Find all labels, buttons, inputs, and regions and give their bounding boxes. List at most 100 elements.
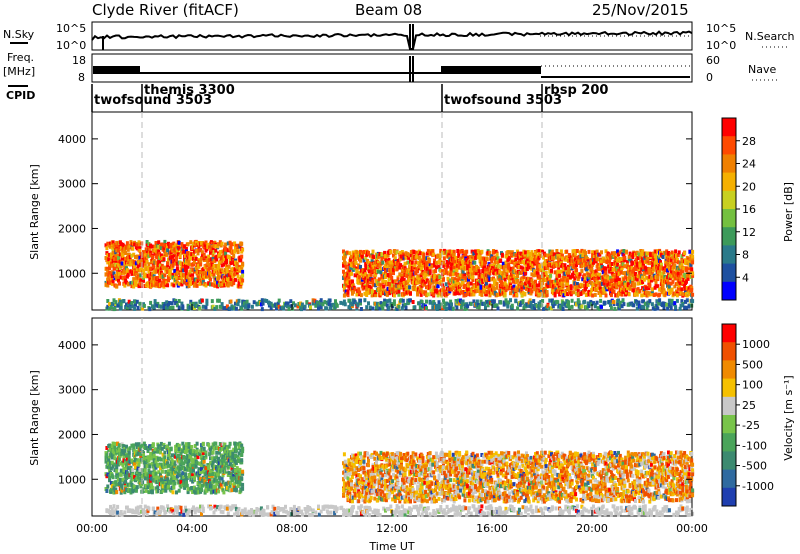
echo-cell	[187, 261, 191, 266]
echo-cell	[634, 299, 638, 304]
echo-cell	[138, 301, 142, 306]
echo-cell	[115, 240, 119, 245]
echo-cell	[553, 284, 557, 289]
echo-cell	[410, 260, 414, 265]
echo-cell	[185, 284, 189, 289]
echo-cell	[622, 253, 626, 258]
echo-cell	[610, 271, 614, 276]
echo-cell	[592, 258, 596, 262]
echo-cell	[116, 448, 120, 453]
echo-cell	[603, 278, 607, 283]
echo-cell	[158, 260, 162, 265]
colorbar-swatch	[722, 209, 736, 228]
echo-cell	[319, 298, 323, 303]
echo-cell	[342, 299, 346, 304]
echo-cell	[566, 281, 570, 286]
echo-cell	[369, 272, 373, 277]
echo-cell	[691, 260, 695, 265]
echo-cell	[222, 251, 226, 256]
echo-cell	[149, 252, 153, 257]
echo-cell	[558, 292, 562, 297]
echo-cell	[456, 278, 460, 283]
echo-cell	[240, 267, 244, 272]
echo-cell	[347, 284, 351, 289]
echo-cell	[107, 456, 111, 461]
echo-cell	[671, 261, 675, 266]
echo-cell	[625, 260, 629, 265]
echo-cell	[580, 264, 584, 269]
echo-cell	[120, 271, 124, 275]
echo-cell	[617, 268, 620, 273]
echo-cell	[633, 274, 637, 279]
echo-cell	[518, 260, 522, 265]
echo-cell	[535, 254, 539, 259]
echo-cell	[547, 280, 551, 285]
echo-cell	[350, 271, 353, 276]
echo-cell	[229, 243, 233, 248]
echo-cell	[590, 281, 594, 286]
echo-cell	[115, 277, 119, 282]
echo-cell	[384, 291, 387, 296]
echo-cell	[574, 251, 578, 256]
echo-cell	[156, 303, 160, 308]
echo-cell	[175, 258, 178, 263]
echo-cell	[121, 463, 125, 468]
echo-cell	[460, 249, 464, 253]
echo-cell	[644, 275, 648, 280]
echo-cell	[594, 283, 598, 288]
echo-cell	[408, 276, 412, 281]
echo-cell	[134, 278, 138, 283]
echo-cell	[104, 243, 108, 248]
echo-cell	[433, 263, 437, 268]
echo-cell	[177, 305, 181, 310]
echo-cell	[423, 259, 427, 263]
echo-cell	[241, 269, 245, 274]
echo-cell	[564, 266, 568, 271]
echo-cell	[180, 301, 184, 306]
echo-cell	[584, 293, 588, 297]
echo-cell	[440, 279, 444, 284]
echo-cell	[233, 241, 237, 246]
echo-cell	[635, 267, 639, 272]
echo-cell	[432, 292, 436, 297]
echo-cell	[181, 264, 185, 269]
echo-cell	[204, 243, 208, 248]
echo-cell	[191, 273, 195, 278]
echo-cell	[127, 455, 131, 460]
echo-cell	[484, 292, 488, 297]
echo-cell	[658, 287, 662, 292]
echo-cell	[237, 264, 241, 269]
echo-cell	[379, 268, 383, 273]
echo-cell	[573, 276, 577, 281]
echo-cell	[512, 289, 516, 294]
echo-cell	[134, 458, 137, 462]
echo-cell	[684, 305, 688, 310]
echo-cell	[234, 306, 238, 311]
echo-cell	[537, 255, 541, 260]
echo-cell	[260, 298, 264, 303]
echo-cell	[123, 265, 127, 270]
echo-cell	[361, 268, 365, 273]
echo-cell	[465, 276, 469, 281]
echo-cell	[123, 275, 127, 280]
echo-cell	[475, 301, 478, 306]
echo-cell	[105, 257, 109, 261]
echo-cell	[686, 276, 690, 281]
echo-cell	[571, 249, 575, 254]
echo-cell	[644, 259, 648, 264]
echo-cell	[461, 281, 465, 286]
echo-cell	[398, 272, 402, 277]
echo-cell	[391, 283, 395, 288]
echo-cell	[115, 248, 119, 253]
echo-cell	[648, 299, 652, 304]
echo-cell	[660, 274, 664, 279]
echo-cell	[559, 287, 562, 291]
echo-cell	[433, 276, 437, 281]
echo-cell	[202, 252, 206, 257]
echo-cell	[453, 291, 457, 296]
echo-cell	[354, 301, 358, 306]
echo-cell	[191, 246, 195, 251]
echo-cell	[384, 258, 388, 263]
echo-cell	[134, 465, 137, 470]
cpid-segment-label: twofsound 3503	[444, 93, 562, 108]
